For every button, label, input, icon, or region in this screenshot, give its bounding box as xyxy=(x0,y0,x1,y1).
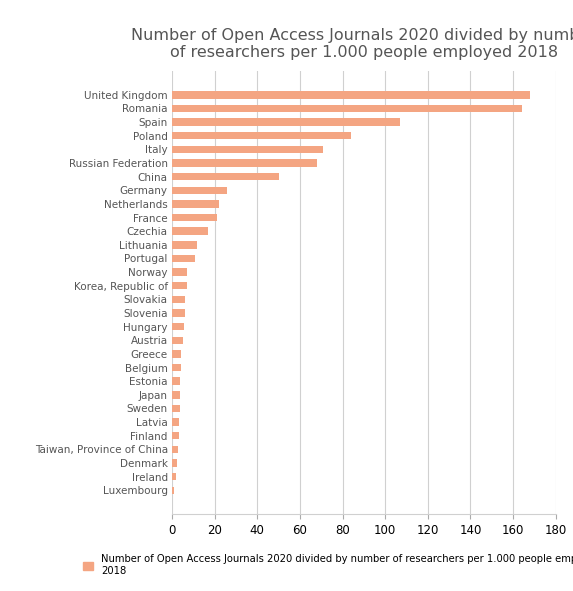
Bar xyxy=(172,241,198,249)
Bar xyxy=(172,173,278,180)
Bar xyxy=(172,159,317,167)
Bar xyxy=(172,364,182,371)
Bar xyxy=(172,473,176,480)
Bar xyxy=(172,391,180,398)
Title: Number of Open Access Journals 2020 divided by number
of researchers per 1.000 p: Number of Open Access Journals 2020 divi… xyxy=(131,28,573,60)
Bar xyxy=(172,336,183,344)
Bar xyxy=(172,350,182,358)
Bar xyxy=(172,145,323,153)
Bar xyxy=(172,268,187,276)
Bar xyxy=(172,91,530,99)
Bar xyxy=(172,282,187,290)
Bar xyxy=(172,432,179,440)
Bar xyxy=(172,446,178,453)
Bar xyxy=(172,323,183,330)
Bar xyxy=(172,378,180,385)
Legend: Number of Open Access Journals 2020 divided by number of researchers per 1.000 p: Number of Open Access Journals 2020 divi… xyxy=(80,550,573,580)
Bar xyxy=(172,296,185,303)
Bar xyxy=(172,486,174,494)
Bar xyxy=(172,255,195,262)
Bar xyxy=(172,228,208,235)
Bar xyxy=(172,214,217,221)
Bar xyxy=(172,309,185,317)
Bar xyxy=(172,105,521,112)
Bar xyxy=(172,132,351,139)
Bar xyxy=(172,405,180,412)
Bar xyxy=(172,459,177,467)
Bar xyxy=(172,418,179,426)
Bar xyxy=(172,118,400,126)
Bar xyxy=(172,187,227,194)
Bar xyxy=(172,200,219,207)
